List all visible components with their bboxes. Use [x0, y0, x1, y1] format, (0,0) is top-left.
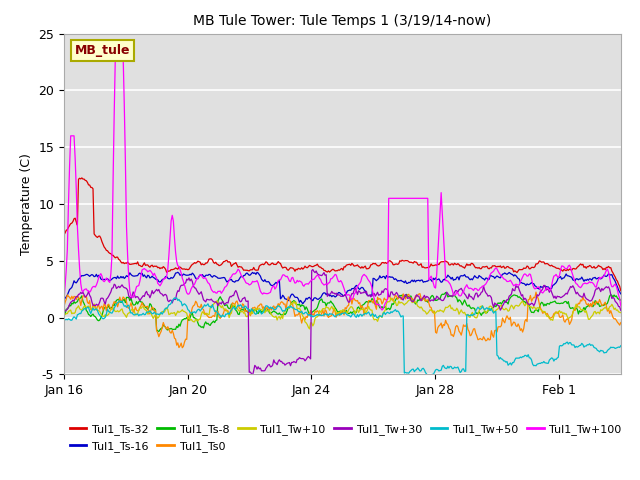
Tul1_Ts-8: [519, 297, 527, 303]
Tul1_Ts0: [179, 345, 186, 350]
Tul1_Ts0: [326, 313, 333, 319]
Title: MB Tule Tower: Tule Temps 1 (3/19/14-now): MB Tule Tower: Tule Temps 1 (3/19/14-now…: [193, 14, 492, 28]
Tul1_Ts-8: [329, 301, 337, 307]
Tul1_Ts-16: [330, 293, 338, 299]
Tul1_Tw+100: [111, 53, 119, 59]
Tul1_Ts-32: [60, 232, 68, 238]
Tul1_Tw+50: [426, 375, 434, 381]
Tul1_Tw+10: [329, 306, 337, 312]
Tul1_Tw+100: [519, 274, 527, 280]
Tul1_Tw+10: [60, 311, 68, 316]
Tul1_Ts-8: [606, 293, 614, 299]
Tul1_Ts-32: [393, 261, 401, 267]
Tul1_Tw+50: [329, 312, 337, 317]
Tul1_Tw+50: [362, 311, 370, 317]
Line: Tul1_Ts-32: Tul1_Ts-32: [64, 178, 621, 291]
Tul1_Ts-16: [299, 301, 307, 307]
Tul1_Tw+30: [364, 293, 371, 299]
Line: Tul1_Tw+30: Tul1_Tw+30: [64, 270, 621, 375]
Line: Tul1_Ts0: Tul1_Ts0: [64, 292, 621, 348]
Tul1_Ts-32: [605, 264, 612, 269]
Tul1_Tw+50: [60, 316, 68, 322]
Tul1_Tw+50: [393, 309, 401, 314]
Tul1_Tw+50: [171, 295, 179, 301]
Line: Tul1_Tw+50: Tul1_Tw+50: [64, 298, 621, 378]
Text: MB_tule: MB_tule: [75, 44, 131, 57]
Tul1_Ts0: [532, 289, 540, 295]
Tul1_Tw+50: [519, 354, 527, 360]
Tul1_Tw+30: [330, 290, 338, 296]
Tul1_Tw+50: [326, 311, 333, 316]
Tul1_Ts-16: [617, 291, 625, 297]
Tul1_Tw+100: [60, 298, 68, 304]
Tul1_Ts-16: [519, 280, 527, 286]
Tul1_Tw+30: [249, 372, 257, 378]
Tul1_Ts-16: [174, 269, 182, 275]
Tul1_Ts-16: [394, 278, 401, 284]
Tul1_Tw+100: [617, 303, 625, 309]
Tul1_Ts-32: [78, 175, 86, 181]
Tul1_Tw+30: [327, 291, 335, 297]
Tul1_Ts-8: [442, 289, 449, 295]
Tul1_Ts0: [60, 303, 68, 309]
Tul1_Tw+50: [617, 343, 625, 348]
Tul1_Ts-32: [329, 266, 337, 272]
Tul1_Ts-32: [362, 266, 370, 272]
Tul1_Tw+10: [394, 302, 401, 308]
Tul1_Ts-8: [155, 329, 163, 335]
Tul1_Tw+10: [306, 326, 314, 332]
Tul1_Ts-32: [326, 269, 333, 275]
Tul1_Ts-16: [327, 292, 335, 298]
Tul1_Tw+30: [617, 308, 625, 313]
Tul1_Tw+10: [362, 309, 370, 315]
Tul1_Ts-8: [617, 297, 625, 303]
Tul1_Ts0: [606, 311, 614, 316]
Tul1_Tw+100: [329, 275, 337, 280]
Tul1_Tw+10: [387, 295, 395, 301]
Tul1_Tw+100: [362, 274, 370, 279]
Tul1_Ts-16: [364, 292, 371, 298]
Tul1_Ts0: [617, 320, 625, 325]
Tul1_Tw+30: [309, 267, 317, 273]
Tul1_Tw+30: [606, 287, 614, 292]
Tul1_Ts-16: [60, 297, 68, 302]
Tul1_Tw+10: [326, 308, 333, 313]
Tul1_Ts-8: [326, 300, 333, 306]
Tul1_Tw+30: [394, 291, 401, 297]
Tul1_Tw+30: [60, 309, 68, 315]
Tul1_Tw+50: [606, 346, 614, 352]
Legend: Tul1_Ts-32, Tul1_Ts-16, Tul1_Ts-8, Tul1_Ts0, Tul1_Tw+10, Tul1_Tw+30, Tul1_Tw+50,: Tul1_Ts-32, Tul1_Ts-16, Tul1_Ts-8, Tul1_…: [70, 424, 621, 452]
Tul1_Ts0: [329, 310, 337, 315]
Tul1_Ts-8: [393, 296, 401, 301]
Line: Tul1_Ts-16: Tul1_Ts-16: [64, 272, 621, 304]
Tul1_Tw+10: [617, 310, 625, 315]
Line: Tul1_Tw+10: Tul1_Tw+10: [64, 298, 621, 329]
Y-axis label: Temperature (C): Temperature (C): [20, 153, 33, 255]
Tul1_Tw+10: [519, 298, 527, 304]
Tul1_Tw+30: [519, 292, 527, 298]
Tul1_Ts-16: [606, 272, 614, 277]
Tul1_Ts0: [393, 293, 401, 299]
Tul1_Ts0: [518, 326, 525, 332]
Tul1_Tw+100: [378, 307, 386, 313]
Tul1_Tw+100: [606, 275, 614, 280]
Tul1_Ts-8: [60, 311, 68, 317]
Line: Tul1_Tw+100: Tul1_Tw+100: [64, 56, 621, 310]
Tul1_Tw+10: [606, 304, 614, 310]
Tul1_Tw+100: [394, 195, 401, 201]
Tul1_Tw+100: [326, 280, 333, 286]
Tul1_Ts-32: [617, 288, 625, 294]
Tul1_Ts-8: [362, 299, 370, 304]
Tul1_Ts0: [362, 306, 370, 312]
Tul1_Ts-32: [518, 267, 525, 273]
Line: Tul1_Ts-8: Tul1_Ts-8: [64, 292, 621, 332]
